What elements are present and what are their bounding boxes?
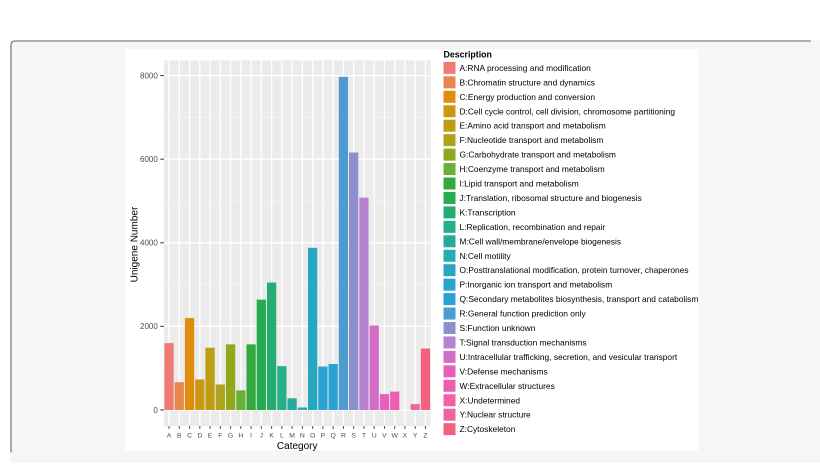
- svg-text:T:Signal transduction mechanis: T:Signal transduction mechanisms: [460, 337, 587, 347]
- svg-text:Description: Description: [444, 50, 492, 60]
- svg-text:G: G: [228, 433, 233, 440]
- svg-text:E: E: [208, 433, 213, 440]
- svg-text:0: 0: [153, 406, 158, 415]
- svg-text:J: J: [260, 433, 263, 440]
- svg-text:O: O: [310, 433, 315, 440]
- svg-text:8000: 8000: [140, 71, 158, 80]
- svg-text:M:Cell wall/membrane/envelope: M:Cell wall/membrane/envelope biogenesis: [460, 236, 622, 246]
- svg-text:U:Intracellular trafficking, s: U:Intracellular trafficking, secretion, …: [460, 352, 678, 362]
- svg-text:A: A: [167, 433, 172, 440]
- svg-text:X:Undetermined: X:Undetermined: [460, 395, 521, 405]
- svg-text:I:Lipid transport and metaboli: I:Lipid transport and metabolism: [460, 179, 579, 189]
- svg-text:R:General function prediction: R:General function prediction only: [460, 309, 587, 319]
- svg-text:V: V: [382, 433, 387, 440]
- svg-text:4000: 4000: [140, 239, 158, 248]
- svg-text:Q: Q: [331, 433, 336, 440]
- svg-text:W: W: [391, 433, 398, 440]
- svg-text:D:Cell cycle control, cell div: D:Cell cycle control, cell division, chr…: [460, 106, 676, 116]
- svg-text:B:Chromatin structure and dyna: B:Chromatin structure and dynamics: [460, 77, 595, 87]
- svg-text:T: T: [362, 433, 366, 440]
- svg-text:X: X: [403, 433, 408, 440]
- svg-text:Q:Secondary metabolites biosyn: Q:Secondary metabolites biosynthesis, tr…: [460, 294, 699, 304]
- svg-text:M: M: [289, 433, 295, 440]
- svg-text:F:Nucleotide transport and met: F:Nucleotide transport and metabolism: [460, 135, 604, 145]
- svg-text:H:Coenzyme transport and metab: H:Coenzyme transport and metabolism: [460, 164, 605, 174]
- svg-text:G:Carbohydrate transport and m: G:Carbohydrate transport and metabolism: [460, 150, 616, 160]
- svg-text:E:Amino acid transport and met: E:Amino acid transport and metabolism: [460, 121, 606, 131]
- svg-text:Z: Z: [423, 433, 427, 440]
- svg-text:D: D: [197, 433, 202, 440]
- svg-text:C: C: [187, 433, 192, 440]
- svg-text:N: N: [300, 433, 305, 440]
- svg-text:I: I: [250, 433, 252, 440]
- svg-text:P: P: [321, 433, 326, 440]
- svg-text:Unigene Number: Unigene Number: [130, 206, 141, 282]
- svg-text:R: R: [341, 433, 346, 440]
- svg-text:Category: Category: [277, 441, 318, 452]
- svg-text:L:Replication, recombination a: L:Replication, recombination and repair: [460, 222, 606, 232]
- svg-text:Y: Y: [413, 433, 418, 440]
- svg-text:P:Inorganic ion transport and: P:Inorganic ion transport and metabolism: [460, 280, 613, 290]
- svg-text:B: B: [177, 433, 182, 440]
- svg-text:K:Transcription: K:Transcription: [460, 207, 516, 217]
- svg-text:N:Cell motility: N:Cell motility: [460, 251, 512, 261]
- svg-text:K: K: [269, 433, 274, 440]
- svg-text:Z:Cytoskeleton: Z:Cytoskeleton: [460, 424, 516, 434]
- svg-text:S:Function unknown: S:Function unknown: [460, 323, 536, 333]
- svg-text:2000: 2000: [140, 322, 158, 331]
- svg-text:F: F: [218, 433, 222, 440]
- svg-text:W:Extracellular structures: W:Extracellular structures: [460, 381, 555, 391]
- svg-text:Y:Nuclear structure: Y:Nuclear structure: [460, 410, 532, 420]
- svg-text:O:Posttranslational modificati: O:Posttranslational modification, protei…: [460, 265, 689, 275]
- svg-text:6000: 6000: [140, 155, 158, 164]
- svg-text:H: H: [238, 433, 243, 440]
- svg-text:J:Translation, ribosomal struc: J:Translation, ribosomal structure and b…: [460, 193, 642, 203]
- svg-text:U: U: [372, 433, 377, 440]
- svg-text:S: S: [351, 433, 356, 440]
- svg-text:L: L: [280, 433, 284, 440]
- svg-text:V:Defense mechanisms: V:Defense mechanisms: [460, 366, 548, 376]
- svg-text:C:Energy production and conver: C:Energy production and conversion: [460, 92, 596, 102]
- svg-text:A:RNA processing and modificat: A:RNA processing and modification: [460, 63, 592, 73]
